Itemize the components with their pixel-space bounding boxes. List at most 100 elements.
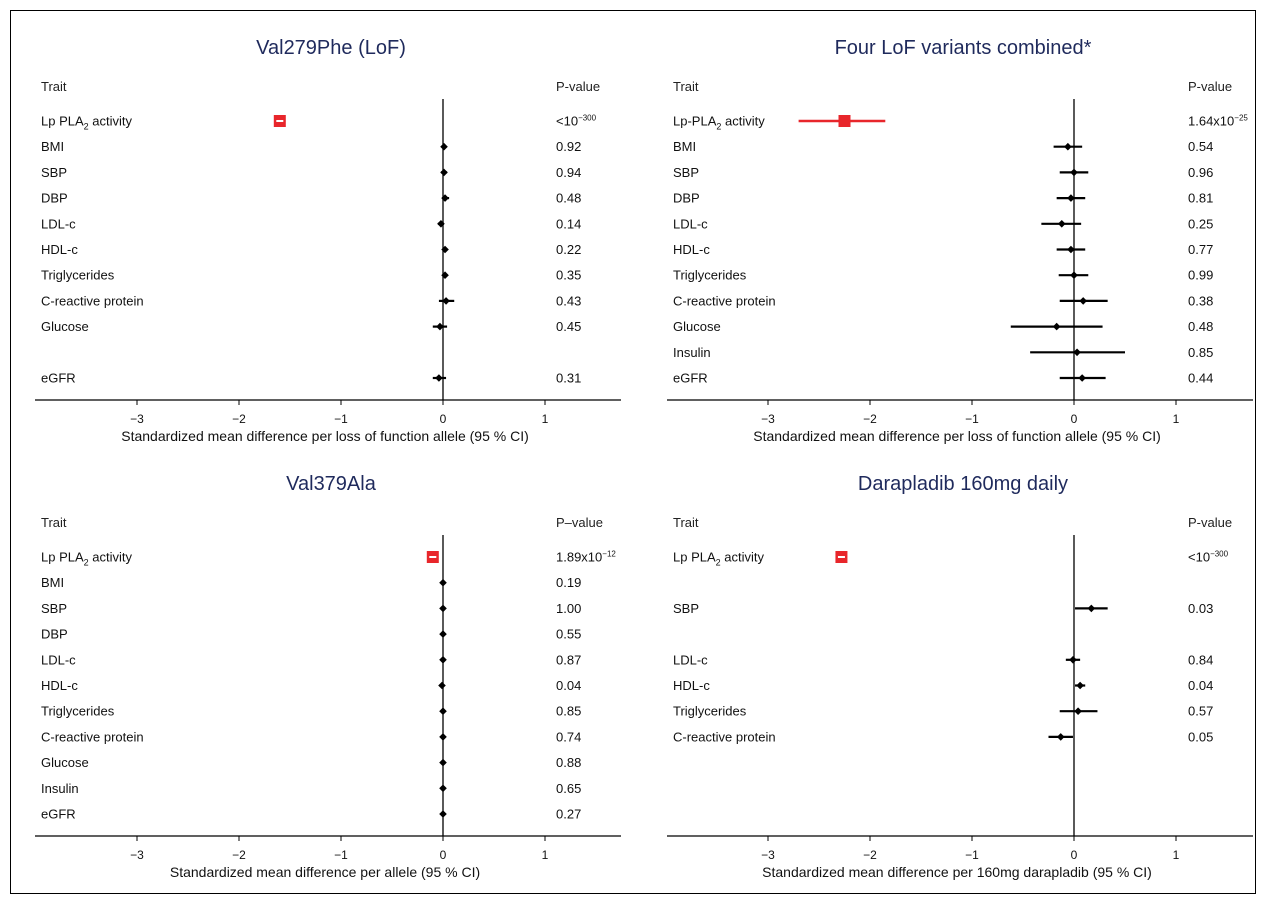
figure-frame: Val279Phe (LoF) Trait P-value Lp PLA2 activ… bbox=[10, 10, 1256, 894]
p-value-base: 0.27 bbox=[556, 807, 581, 822]
p-value: 0.04 bbox=[1188, 678, 1213, 693]
estimate-diamond bbox=[441, 271, 449, 279]
forest-panel: Val379Ala Trait P–value Lp PLA2 activity 1.8… bbox=[35, 473, 621, 880]
p-value: 0.92 bbox=[556, 139, 581, 154]
trait-label: SBP bbox=[673, 601, 699, 616]
trait-label: Glucose bbox=[41, 755, 89, 770]
estimate-diamond bbox=[1070, 168, 1078, 177]
p-value-base: 0.92 bbox=[556, 139, 581, 154]
trait-subscript: 2 bbox=[716, 122, 721, 132]
p-value: 0.65 bbox=[556, 781, 581, 796]
p-value: 0.44 bbox=[1188, 371, 1213, 386]
estimate-diamond bbox=[441, 245, 449, 254]
trait-label: Triglycerides bbox=[673, 268, 747, 283]
p-value-base: 0.87 bbox=[556, 652, 581, 667]
pvalue-header: P–value bbox=[556, 515, 603, 530]
trait-label: HDL-c bbox=[41, 678, 78, 693]
x-tick-label: −2 bbox=[232, 412, 246, 426]
pvalue-header: P-value bbox=[1188, 79, 1232, 94]
trait-label: SBP bbox=[673, 165, 699, 180]
trait-subscript: 2 bbox=[716, 558, 721, 568]
panel-title: Val379Ala bbox=[286, 473, 377, 495]
p-value-base: 0.85 bbox=[556, 704, 581, 719]
trait-subscript: 2 bbox=[84, 122, 89, 132]
trait-label: Insulin bbox=[673, 345, 711, 360]
p-value: 0.74 bbox=[556, 729, 581, 744]
estimate-diamond bbox=[1087, 604, 1096, 613]
p-value: 0.27 bbox=[556, 807, 581, 822]
trait-label: BMI bbox=[673, 139, 696, 154]
p-value-base: 0.38 bbox=[1188, 293, 1213, 308]
trait-label: Triglycerides bbox=[673, 704, 747, 719]
x-axis-label: Standardized mean difference per 160mg d… bbox=[762, 864, 1152, 880]
p-value-base: 0.88 bbox=[556, 755, 581, 770]
p-value-base: 0.48 bbox=[1188, 319, 1213, 334]
p-value: 0.31 bbox=[556, 371, 581, 386]
p-value-base: 0.19 bbox=[556, 575, 581, 590]
trait-label: LDL-c bbox=[41, 216, 76, 231]
p-value-base: 0.44 bbox=[1188, 371, 1213, 386]
x-tick-label: 1 bbox=[1173, 848, 1180, 862]
p-value-exponent: −300 bbox=[1210, 550, 1229, 559]
p-value-base: 0.05 bbox=[1188, 729, 1213, 744]
x-axis-label: Standardized mean difference per loss of… bbox=[121, 428, 529, 444]
p-value-base: 0.81 bbox=[1188, 191, 1213, 206]
estimate-diamond bbox=[1064, 142, 1072, 151]
p-value: 0.85 bbox=[1188, 345, 1213, 360]
trait-name: Lp-PLA bbox=[673, 114, 717, 129]
p-value: 0.87 bbox=[556, 652, 581, 667]
estimate-diamond bbox=[435, 374, 443, 382]
p-value-base: 0.99 bbox=[1188, 268, 1213, 283]
p-value: 0.45 bbox=[556, 319, 581, 334]
trait-label: LDL-c bbox=[673, 652, 708, 667]
p-value-base: 1.89x10 bbox=[556, 550, 602, 565]
p-value: 1.64x10−25 bbox=[1188, 114, 1248, 129]
p-value-base: 0.48 bbox=[556, 191, 581, 206]
trait-header: Trait bbox=[673, 79, 699, 94]
p-value: 0.94 bbox=[556, 165, 581, 180]
estimate-ci-mark bbox=[276, 120, 284, 122]
p-value-base: 0.03 bbox=[1188, 601, 1213, 616]
x-tick-label: −1 bbox=[965, 848, 979, 862]
estimate-diamond bbox=[440, 168, 448, 177]
x-tick-label: −1 bbox=[334, 412, 348, 426]
estimate-diamond bbox=[1076, 681, 1084, 690]
estimate-diamond bbox=[438, 681, 446, 690]
p-value: 0.04 bbox=[556, 678, 581, 693]
estimate-diamond bbox=[1079, 297, 1087, 305]
x-tick-label: −3 bbox=[130, 412, 144, 426]
p-value-exponent: −300 bbox=[578, 114, 597, 123]
p-value-base: 0.22 bbox=[556, 242, 581, 257]
estimate-diamond bbox=[439, 630, 447, 638]
p-value-base: 0.74 bbox=[556, 729, 581, 744]
p-value: 0.48 bbox=[1188, 319, 1213, 334]
x-tick-label: −3 bbox=[761, 848, 775, 862]
trait-label: Triglycerides bbox=[41, 268, 115, 283]
p-value-exponent: −25 bbox=[1234, 114, 1248, 123]
x-axis-label: Standardized mean difference per loss of… bbox=[753, 428, 1161, 444]
estimate-diamond bbox=[442, 297, 450, 305]
pvalue-header: P-value bbox=[1188, 515, 1232, 530]
x-tick-label: −2 bbox=[232, 848, 246, 862]
estimate-diamond bbox=[439, 758, 447, 767]
trait-label: BMI bbox=[41, 575, 64, 590]
p-value: 0.35 bbox=[556, 268, 581, 283]
trait-header: Trait bbox=[673, 515, 699, 530]
trait-label: HDL-c bbox=[673, 678, 710, 693]
trait-suffix: activity bbox=[721, 550, 765, 565]
x-tick-label: 0 bbox=[440, 848, 447, 862]
trait-label: eGFR bbox=[673, 371, 708, 386]
x-tick-label: 1 bbox=[1173, 412, 1180, 426]
x-tick-label: −1 bbox=[334, 848, 348, 862]
trait-label: Lp-PLA2 activity bbox=[673, 114, 765, 132]
p-value: 0.88 bbox=[556, 755, 581, 770]
trait-label: DBP bbox=[41, 627, 68, 642]
p-value: 0.77 bbox=[1188, 242, 1213, 257]
p-value-base: 1.64x10 bbox=[1188, 114, 1234, 129]
trait-label: LDL-c bbox=[673, 216, 708, 231]
p-value: 0.03 bbox=[1188, 601, 1213, 616]
x-tick-label: 0 bbox=[1071, 848, 1078, 862]
panel-title: Four LoF variants combined* bbox=[835, 37, 1092, 59]
forest-panel: Darapladib 160mg daily Trait P-value Lp PLA… bbox=[667, 473, 1253, 880]
p-value: 1.00 bbox=[556, 601, 581, 616]
